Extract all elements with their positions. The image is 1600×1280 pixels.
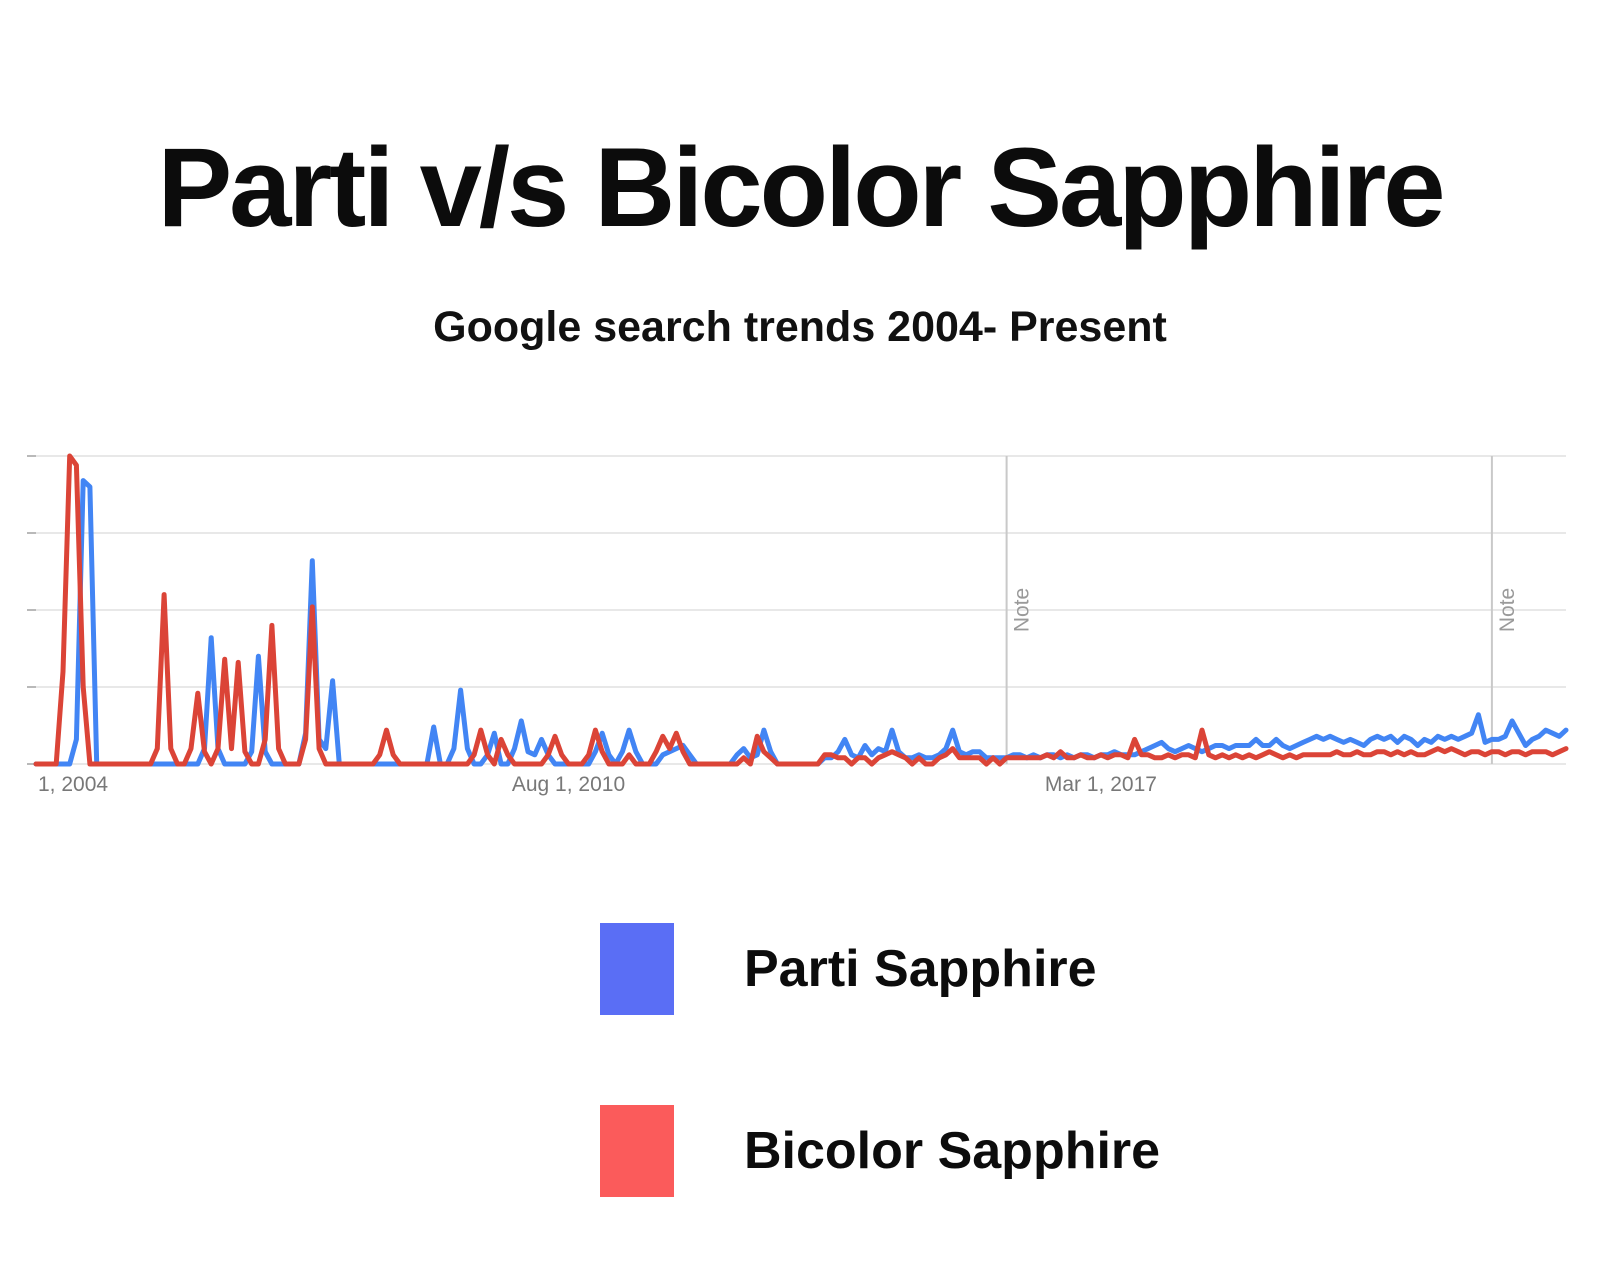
note-label: Note <box>1011 588 1034 632</box>
legend-item-parti: Parti Sapphire <box>600 923 1097 1015</box>
legend-item-bicolor: Bicolor Sapphire <box>600 1105 1160 1197</box>
x-axis-label: Mar 1, 2017 <box>1045 773 1157 796</box>
parti-sapphire-label: Parti Sapphire <box>744 940 1097 998</box>
bicolor-sapphire-label: Bicolor Sapphire <box>744 1122 1161 1180</box>
page-title: Parti v/s Bicolor Sapphire <box>157 125 1445 250</box>
x-axis-label: 1, 2004 <box>38 773 108 796</box>
series-line-bicolor-sapphire <box>33 453 1569 767</box>
trends-chart: Note Note 1, 2004 Aug 1, 2010 Mar 1, 2017 <box>27 434 1569 799</box>
x-axis-label: Aug 1, 2010 <box>512 773 625 796</box>
bicolor-sapphire-swatch <box>600 1105 674 1197</box>
page-subtitle: Google search trends 2004- Present <box>433 303 1167 351</box>
note-label: Note <box>1496 588 1519 632</box>
trends-chart-svg: Note Note 1, 2004 Aug 1, 2010 Mar 1, 2017 <box>27 453 1569 796</box>
parti-sapphire-swatch <box>600 923 674 1015</box>
